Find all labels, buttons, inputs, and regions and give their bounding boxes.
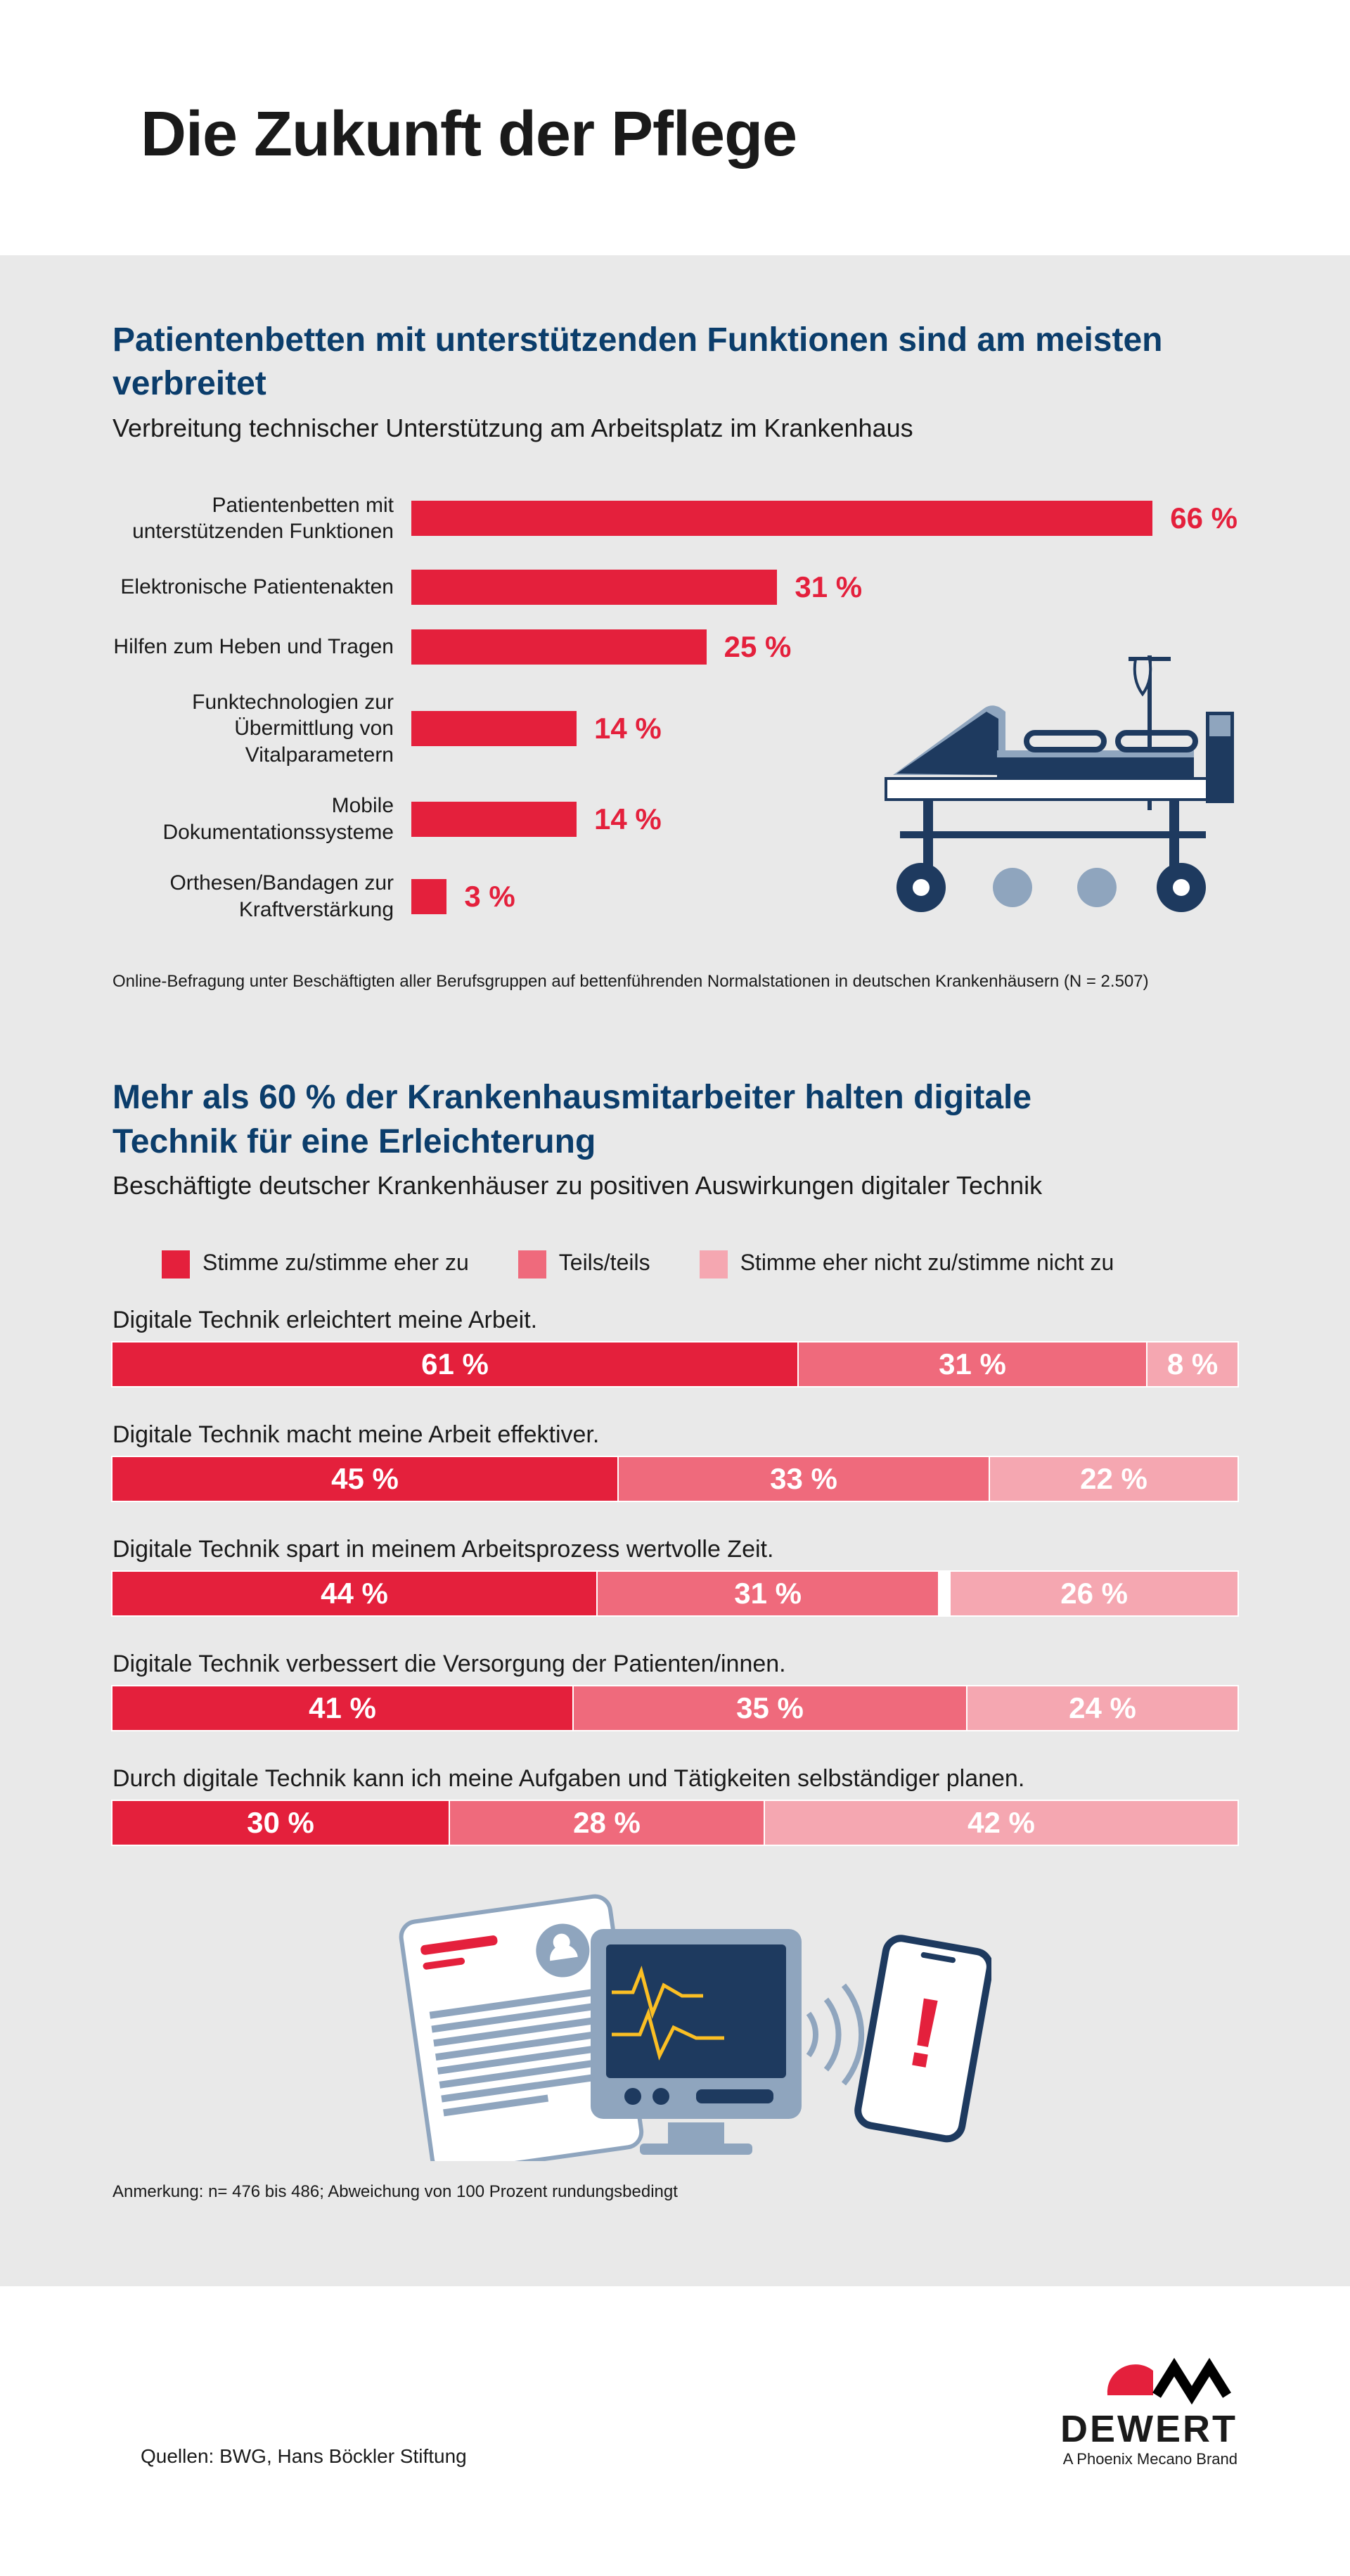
chart1-label: Hilfen zum Heben und Tragen bbox=[112, 634, 411, 660]
chart1-pct: 3 % bbox=[464, 880, 515, 914]
chart1-row: Elektronische Patientenakten 31 % bbox=[112, 570, 1238, 605]
chart2-seg: 35 % bbox=[574, 1686, 968, 1730]
chart2-row: Digitale Technik verbessert die Versorgu… bbox=[112, 1651, 1238, 1730]
chart2-row: Digitale Technik spart in meinem Arbeits… bbox=[112, 1536, 1238, 1615]
chart2-bar: 30 %28 %42 % bbox=[112, 1801, 1238, 1845]
chart1-footnote: Online-Befragung unter Beschäftigten all… bbox=[112, 972, 1238, 992]
chart1-label: Elektronische Patientenakten bbox=[112, 574, 411, 601]
chart2-row: Durch digitale Technik kann ich meine Au… bbox=[112, 1765, 1238, 1845]
chart1-pct: 14 % bbox=[594, 712, 662, 745]
chart2-seg: 42 % bbox=[765, 1801, 1238, 1845]
chart2-question: Digitale Technik erleichtert meine Arbei… bbox=[112, 1307, 1238, 1334]
chart2-seg: 8 % bbox=[1148, 1343, 1238, 1386]
legend-item: Stimme eher nicht zu/stimme nicht zu bbox=[700, 1250, 1114, 1279]
legend-item: Teils/teils bbox=[518, 1250, 650, 1279]
chart2-seg: 45 % bbox=[112, 1457, 619, 1501]
chart1-subtitle: Verbreitung technischer Unterstützung am… bbox=[112, 414, 1238, 443]
chart2-bar: 61 %31 %8 % bbox=[112, 1343, 1238, 1386]
chart2-row: Digitale Technik macht meine Arbeit effe… bbox=[112, 1421, 1238, 1501]
chart2-seg: 61 % bbox=[112, 1343, 799, 1386]
sources-text: Quellen: BWG, Hans Böckler Stiftung bbox=[141, 2445, 467, 2468]
chart2-seg: 22 % bbox=[990, 1457, 1238, 1501]
chart2-spacer bbox=[939, 1572, 951, 1615]
legend-item: Stimme zu/stimme eher zu bbox=[162, 1250, 469, 1279]
chart2-question: Digitale Technik verbessert die Versorgu… bbox=[112, 1651, 1238, 1678]
chart1-row: Patientenbetten mit unterstützenden Funk… bbox=[112, 492, 1238, 545]
legend-swatch bbox=[162, 1250, 190, 1279]
chart2-subtitle: Beschäftigte deutscher Krankenhäuser zu … bbox=[112, 1171, 1238, 1200]
chart1-label: Funktechnologien zur Übermittlung von Vi… bbox=[112, 689, 411, 769]
chart2-question: Digitale Technik macht meine Arbeit effe… bbox=[112, 1421, 1238, 1449]
legend-label: Stimme zu/stimme eher zu bbox=[202, 1250, 469, 1275]
chart2: Digitale Technik erleichtert meine Arbei… bbox=[112, 1307, 1238, 1845]
chart1-bar bbox=[411, 802, 577, 837]
chart2-seg: 31 % bbox=[799, 1343, 1148, 1386]
chart2-bar: 41 %35 %24 % bbox=[112, 1686, 1238, 1730]
chart2-seg: 31 % bbox=[598, 1572, 939, 1615]
chart2-bar: 44 %31 % 26 % bbox=[112, 1572, 1238, 1615]
devices-illustration: ! bbox=[112, 1880, 1238, 2161]
chart2-question: Durch digitale Technik kann ich meine Au… bbox=[112, 1765, 1238, 1793]
chart1-bar bbox=[411, 629, 707, 665]
brand-name: DEWERT bbox=[1060, 2409, 1238, 2450]
chart1-pct: 66 % bbox=[1170, 501, 1238, 535]
chart1-bar bbox=[411, 570, 777, 605]
chart2-question: Digitale Technik spart in meinem Arbeits… bbox=[112, 1536, 1238, 1563]
brand-logo-icon bbox=[1097, 2357, 1238, 2406]
chart1-bar bbox=[411, 879, 446, 914]
legend-label: Stimme eher nicht zu/stimme nicht zu bbox=[740, 1250, 1114, 1275]
chart2-row: Digitale Technik erleichtert meine Arbei… bbox=[112, 1307, 1238, 1386]
chart2-legend: Stimme zu/stimme eher zu Teils/teils Stimm… bbox=[162, 1250, 1238, 1279]
legend-swatch bbox=[700, 1250, 728, 1279]
chart1: Patientenbetten mit unterstützenden Funk… bbox=[112, 492, 1238, 923]
chart2-footnote: Anmerkung: n= 476 bis 486; Abweichung vo… bbox=[112, 2182, 1238, 2202]
chart2-bar: 45 %33 %22 % bbox=[112, 1457, 1238, 1501]
hospital-bed-icon bbox=[816, 634, 1252, 930]
brand-block: DEWERT A Phoenix Mecano Brand bbox=[1060, 2357, 1238, 2468]
chart1-bar bbox=[411, 711, 577, 746]
chart1-label: Patientenbetten mit unterstützenden Funk… bbox=[112, 492, 411, 545]
chart1-bar bbox=[411, 501, 1152, 536]
page-title: Die Zukunft der Pflege bbox=[0, 0, 1350, 255]
chart1-pct: 31 % bbox=[795, 570, 862, 604]
chart2-seg: 24 % bbox=[968, 1686, 1238, 1730]
brand-tag: A Phoenix Mecano Brand bbox=[1060, 2451, 1238, 2468]
main-panel: Patientenbetten mit unterstützenden Funk… bbox=[0, 255, 1350, 2286]
chart1-label: Orthesen/Bandagen zur Kraftverstärkung bbox=[112, 870, 411, 923]
chart2-seg: 41 % bbox=[112, 1686, 574, 1730]
legend-label: Teils/teils bbox=[559, 1250, 650, 1275]
chart2-seg: 30 % bbox=[112, 1801, 450, 1845]
chart1-label: Mobile Dokumentationssysteme bbox=[112, 793, 411, 845]
chart1-title: Patientenbetten mit unterstützenden Funk… bbox=[112, 319, 1238, 406]
chart2-title: Mehr als 60 % der Krankenhausmitarbeiter… bbox=[112, 1076, 1097, 1164]
chart2-seg: 44 % bbox=[112, 1572, 598, 1615]
chart2-seg: 28 % bbox=[450, 1801, 765, 1845]
chart2-seg: 26 % bbox=[951, 1572, 1238, 1615]
chart1-pct: 14 % bbox=[594, 802, 662, 836]
chart2-seg: 33 % bbox=[619, 1457, 990, 1501]
legend-swatch bbox=[518, 1250, 546, 1279]
chart1-pct: 25 % bbox=[724, 630, 792, 664]
